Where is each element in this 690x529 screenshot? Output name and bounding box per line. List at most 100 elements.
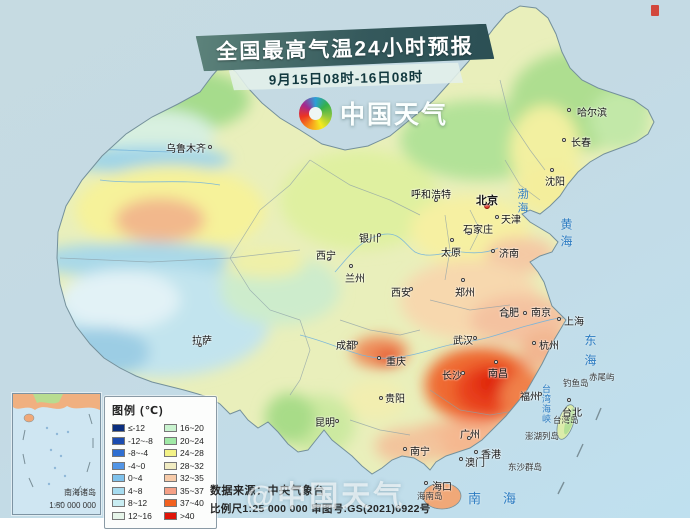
city-label: 海口 (432, 482, 452, 493)
city-dot-icon (538, 392, 542, 396)
city-label: 广州 (460, 430, 480, 441)
temperature-legend: 图例 (℃) ≤-12 -12~-8 -8~-4 (104, 396, 217, 529)
corner-stamp-icon (651, 5, 659, 16)
sea-label: 黄海 (559, 218, 573, 252)
legend-item: 28~32 (164, 460, 210, 473)
city-label: 长春 (571, 138, 591, 149)
city-label: 杭州 (539, 341, 559, 352)
inset-scale: 1:50 000 000 (49, 501, 96, 510)
legend-range-label: 24~28 (180, 448, 204, 459)
city-dot-icon (424, 481, 428, 485)
legend-item: -8~-4 (112, 447, 158, 460)
city-dot-icon (434, 198, 438, 202)
china-weather-logo: 中国天气 (299, 95, 448, 131)
city-label: 成都 (336, 341, 356, 352)
legend-swatch (164, 486, 177, 495)
hainan-island (422, 482, 462, 510)
city-label: 北京 (476, 195, 498, 207)
city-dot-icon (450, 238, 454, 242)
legend-item: 24~28 (164, 447, 210, 460)
city-label: 南昌 (488, 369, 508, 380)
legend-range-label: -4~0 (128, 460, 146, 471)
city-label: 西安 (391, 288, 411, 299)
city-dot-icon (409, 287, 413, 291)
legend-range-label: -8~-4 (128, 448, 149, 459)
sea-label: 东海 (583, 334, 597, 374)
legend-item: ≤-12 (112, 422, 158, 435)
province-borders (59, 79, 546, 436)
legend-item: 16~20 (164, 422, 210, 435)
city-dot-icon (327, 257, 331, 261)
city-dot-icon (494, 360, 498, 364)
legend-range-label: 12~16 (128, 510, 152, 521)
legend-swatch (164, 424, 177, 433)
map-labels-layer: 乌鲁木齐 哈尔滨 长春 沈阳 北 (166, 108, 615, 506)
city-label: 香港 (481, 450, 501, 461)
legend-grid: ≤-12 -12~-8 -8~-4 -4~0 (112, 422, 210, 522)
legend-swatch (112, 424, 125, 433)
city-label: 太原 (441, 248, 461, 259)
south-china-sea-inset: 南海诸岛 1:50 000 000 (12, 393, 101, 515)
legend-item: 0~4 (112, 472, 158, 485)
legend-item: 12~16 (112, 510, 158, 523)
city-label: 南宁 (410, 447, 430, 458)
city-label: 台北 (562, 408, 582, 419)
scale-and-approval: 比例尺1:25 000 000 审图号:GS(2021)6922号 (210, 503, 431, 515)
city-label: 福州 (520, 392, 540, 403)
city-dot-icon (505, 314, 509, 318)
legend-item: -4~0 (112, 460, 158, 473)
island-label: 澎湖列岛 (525, 431, 560, 441)
city-label: 沈阳 (545, 177, 565, 188)
legend-swatch (164, 511, 177, 520)
island-label: 钓鱼岛 (563, 378, 589, 388)
legend-swatch (112, 499, 125, 508)
city-dot-icon (550, 168, 554, 172)
legend-range-label: 8~12 (128, 498, 148, 509)
legend-item: -12~-8 (112, 435, 158, 448)
city-label: 昆明 (315, 418, 335, 429)
dash-line-segments (557, 407, 602, 495)
legend-range-label: >40 (180, 510, 195, 521)
legend-swatch (164, 474, 177, 483)
legend-range-label: 35~37 (180, 485, 204, 496)
forecast-period: 9月15日08时-16日08时 (268, 68, 424, 88)
city-dot-icon (459, 457, 463, 461)
legend-swatch (164, 436, 177, 445)
city-dot-icon (467, 436, 471, 440)
city-dot-icon (198, 343, 202, 347)
legend-item: 32~35 (164, 472, 210, 485)
city-label: 银川 (359, 234, 379, 245)
legend-range-label: 37~40 (180, 498, 204, 509)
city-label: 长沙 (442, 371, 462, 382)
island-label: 台湾岛 (553, 415, 579, 425)
inset-map (13, 394, 100, 507)
city-dot-icon (335, 419, 339, 423)
city-label: 贵阳 (385, 394, 405, 405)
legend-swatch (112, 474, 125, 483)
city-label: 拉萨 (192, 336, 212, 347)
city-label: 重庆 (386, 357, 406, 368)
legend-range-label: 32~35 (180, 473, 204, 484)
data-source: 数据来源：中央气象台 (210, 485, 325, 497)
legend-range-label: 16~20 (180, 423, 204, 434)
island-label: 海南岛 (417, 491, 443, 501)
inset-label: 南海诸岛 (64, 488, 96, 497)
legend-range-label: 20~24 (180, 435, 204, 446)
legend-item: 35~37 (164, 485, 210, 498)
city-dot-icon (523, 311, 527, 315)
city-dot-icon (474, 450, 478, 454)
sea-label: 南海 (468, 491, 539, 506)
city-label: 哈尔滨 (577, 108, 607, 119)
city-dot-icon (377, 356, 381, 360)
island-label: 东沙群岛 (508, 462, 543, 472)
city-label: 济南 (499, 249, 519, 260)
city-dot-icon (495, 215, 499, 219)
city-dot-icon (208, 145, 212, 149)
city-dot-icon (567, 108, 571, 112)
city-label: 合肥 (499, 308, 519, 319)
city-dot-icon (467, 231, 471, 235)
city-label: 武汉 (453, 336, 473, 347)
legend-range-label: -12~-8 (128, 435, 153, 446)
city-dot-icon (403, 447, 407, 451)
